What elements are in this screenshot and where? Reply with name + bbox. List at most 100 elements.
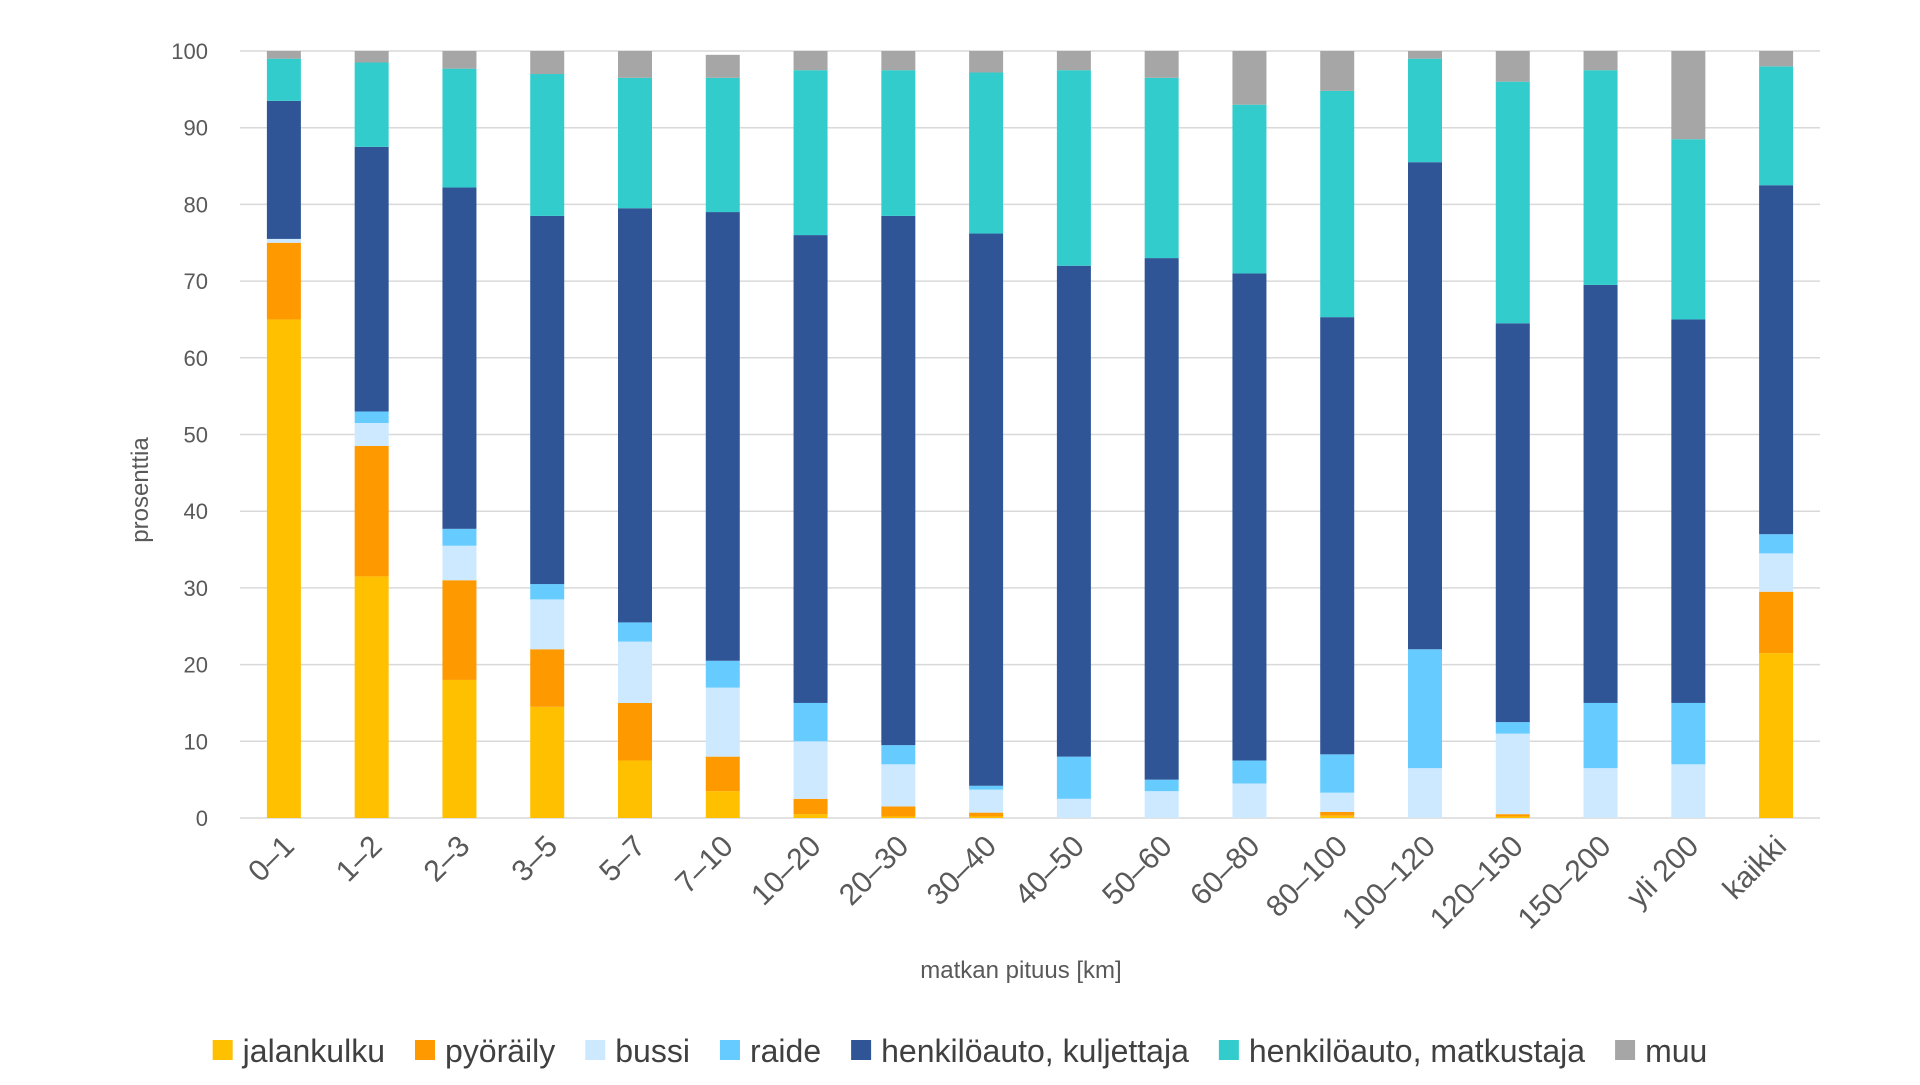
legend: jalankulku pyöräily bussi raide henkilöauto,… [212, 1033, 1707, 1069]
bar-segment [1320, 792, 1355, 812]
bar-segment [705, 756, 740, 792]
y-tick-label: 10 [184, 729, 208, 754]
bar-segment [618, 622, 652, 642]
legend-swatch [719, 1040, 740, 1060]
bar-stack [530, 51, 565, 818]
bar-segment [442, 51, 477, 69]
bar-segment [1495, 722, 1530, 734]
bar-segment [1320, 815, 1355, 818]
bar-segment [530, 215, 565, 585]
bar-segment [705, 77, 740, 213]
bar-segment [1056, 265, 1091, 757]
bar-segment [1408, 162, 1442, 650]
bar-segment [266, 319, 301, 818]
bar-segment [1408, 58, 1442, 163]
bar-segment [1408, 768, 1442, 818]
bar-segment [969, 72, 1004, 234]
bar-segment [1320, 90, 1355, 318]
bar-segment [530, 599, 565, 650]
bar-segment [1495, 51, 1530, 82]
x-tick-label: 60–80 [1184, 830, 1266, 912]
bar-segment [530, 74, 565, 216]
bar-segment [1056, 756, 1091, 799]
x-tick-label: 120–150 [1424, 830, 1530, 936]
legend-label: muu [1645, 1033, 1707, 1069]
bar-segment [1495, 323, 1530, 723]
x-tick-label: 150–200 [1512, 830, 1618, 936]
bar-stack [354, 51, 389, 818]
x-tick-label: 7–10 [669, 830, 740, 901]
bar-segment [705, 687, 740, 757]
y-tick-label: 90 [184, 116, 208, 141]
bar-stack [266, 51, 301, 818]
bar-segment [793, 798, 828, 815]
y-tick-label: 100 [171, 39, 208, 64]
bar-segment [1144, 77, 1179, 259]
y-tick-label: 40 [184, 499, 208, 524]
x-tick-label: 30–40 [921, 830, 1003, 912]
bar-stack [705, 54, 740, 818]
x-tick-label: 3–5 [505, 830, 564, 889]
bar-segment [1320, 811, 1355, 816]
x-tick-label: 40–50 [1009, 830, 1091, 912]
bar-segment [1583, 51, 1618, 71]
bar-segment [881, 806, 916, 817]
bar-stack [1583, 51, 1618, 818]
bar-segment [442, 68, 477, 188]
bar-segment [618, 208, 652, 623]
legend-swatch [1615, 1040, 1636, 1060]
bar-segment [1759, 553, 1794, 592]
x-tick-label: 1–2 [330, 830, 389, 889]
x-tick-label: 20–30 [833, 830, 915, 912]
bar-stack [793, 51, 828, 818]
bar-segment [1144, 258, 1179, 780]
bar-stack [881, 51, 916, 818]
bar-segment [442, 545, 477, 581]
bar-segment [1320, 51, 1355, 91]
bar-segment [881, 745, 916, 765]
bar-segment [793, 814, 828, 818]
bar-stack [1408, 51, 1442, 818]
bar-segment [354, 576, 389, 818]
bar-segment [1759, 653, 1794, 818]
legend-swatch [851, 1040, 872, 1060]
bar-segment [881, 51, 916, 71]
bar-segment [354, 411, 389, 423]
legend-swatch [1218, 1040, 1239, 1060]
legend-label: raide [750, 1033, 821, 1069]
bar-segment [354, 446, 389, 577]
bar-segment [1671, 139, 1706, 320]
bar-segment [530, 51, 565, 75]
legend-swatch [585, 1040, 606, 1060]
legend-label: pyöräily [445, 1033, 555, 1069]
bar-segment [618, 77, 652, 209]
y-tick-label: 70 [184, 269, 208, 294]
legend-swatch [212, 1040, 233, 1060]
bar-segment [530, 649, 565, 707]
bar-segment [618, 641, 652, 703]
legend-label: henkilöauto, matkustaja [1249, 1033, 1585, 1069]
bar-segment [969, 233, 1004, 786]
legend-label: henkilöauto, kuljettaja [881, 1033, 1189, 1069]
bar-segment [793, 70, 828, 236]
bar-segment [705, 660, 740, 688]
bar-segment [705, 212, 740, 661]
bar-segment [1583, 768, 1618, 818]
bar-segment [442, 679, 477, 818]
bar-stack [1320, 51, 1355, 818]
bar-segment [1232, 104, 1267, 274]
legend-label: jalankulku [242, 1033, 385, 1069]
bar-stack [1759, 51, 1794, 818]
bar-segment [793, 741, 828, 799]
bar-segment [1056, 51, 1091, 71]
bar-stack [442, 51, 477, 818]
bar-segment [1583, 70, 1618, 285]
x-tick-label: 50–60 [1096, 830, 1178, 912]
bar-segment [354, 146, 389, 412]
bar-segment [969, 789, 1004, 813]
bar-segment [354, 51, 389, 63]
legend-swatch [414, 1040, 435, 1060]
bar-segment [1671, 764, 1706, 818]
